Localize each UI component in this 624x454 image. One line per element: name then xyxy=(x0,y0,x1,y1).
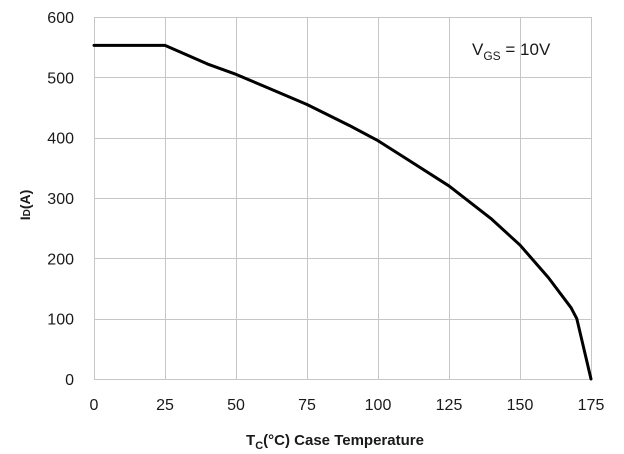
y-axis-title: ID(A) xyxy=(17,190,33,221)
x-tick-label-100: 100 xyxy=(365,397,392,414)
y-axis-title-rest: (A) xyxy=(17,190,33,209)
annotation-rest: = 10V xyxy=(501,40,551,59)
y-tick-label-300: 300 xyxy=(47,191,74,208)
x-tick-label-175: 175 xyxy=(578,397,605,414)
y-tick-label-0: 0 xyxy=(65,372,74,389)
y-tick-label-600: 600 xyxy=(47,10,74,27)
y-tick-label-200: 200 xyxy=(47,251,74,268)
x-axis-title: TC(°C) Case Temperature xyxy=(246,432,424,452)
series-layer xyxy=(92,43,593,381)
x-tick-labels: 0 25 50 75 100 125 150 175 xyxy=(90,397,605,414)
x-axis-title-sub: C xyxy=(255,440,263,452)
y-axis-title-sub: D xyxy=(22,209,33,216)
x-tick-label-25: 25 xyxy=(156,397,174,414)
annotation-main: V xyxy=(472,40,484,59)
annotation-vgs: VGS = 10V xyxy=(472,40,551,63)
x-axis-title-main: T xyxy=(246,432,255,449)
grid xyxy=(94,17,592,380)
y-tick-label-400: 400 xyxy=(47,131,74,148)
x-tick-label-75: 75 xyxy=(298,397,316,414)
annotation-sub: GS xyxy=(483,49,500,63)
y-tick-label-500: 500 xyxy=(47,70,74,87)
y-tick-labels: 0 100 200 300 400 500 600 xyxy=(47,10,74,389)
x-tick-label-0: 0 xyxy=(90,397,99,414)
x-tick-label-125: 125 xyxy=(436,397,463,414)
y-tick-label-100: 100 xyxy=(47,312,74,329)
y-axis-title-main: I xyxy=(17,216,33,220)
series-line-0 xyxy=(92,43,593,381)
x-tick-label-50: 50 xyxy=(227,397,245,414)
x-axis-title-rest: (°C) Case Temperature xyxy=(263,432,424,449)
x-tick-label-150: 150 xyxy=(507,397,534,414)
